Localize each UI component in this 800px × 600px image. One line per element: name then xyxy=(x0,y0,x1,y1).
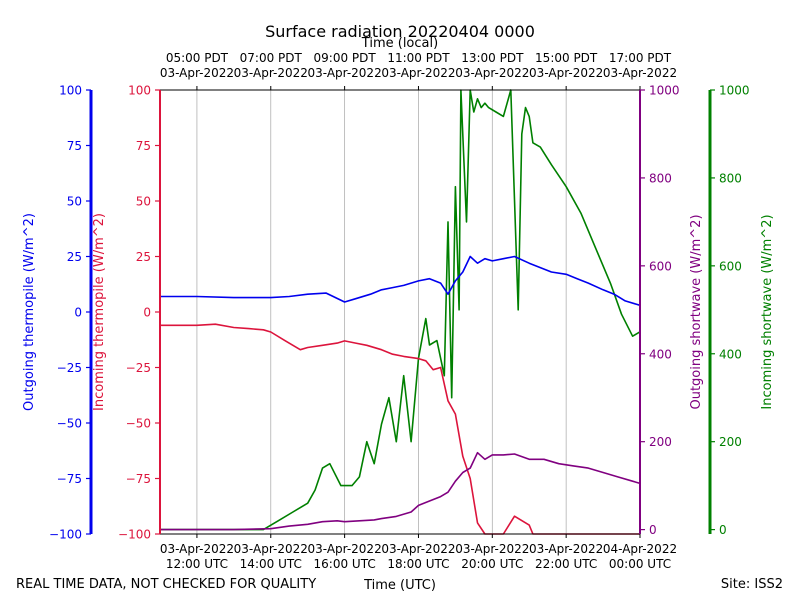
y-tick-label: 0 xyxy=(74,306,82,320)
y-tick-label: 800 xyxy=(719,171,742,185)
y-tick-label: 0 xyxy=(649,523,657,537)
y-axis-out_thermo: −100 −75 −50 −25 0 25 50 75 100 Outgoing thermopi… xyxy=(22,84,93,542)
y-tick-label: −100 xyxy=(49,528,82,542)
bottom-axis-label: Time (UTC) xyxy=(363,578,436,593)
y-tick-label: −25 xyxy=(57,361,82,375)
quality-disclaimer: REAL TIME DATA, NOT CHECKED FOR QUALITY xyxy=(16,577,316,592)
y-tick-label: 50 xyxy=(67,195,82,209)
y-tick-label: 25 xyxy=(67,250,82,264)
bottom-tick-label: 04-Apr-2022 xyxy=(603,542,677,556)
top-tick-label: 03-Apr-2022 xyxy=(234,66,308,80)
y-axis-out_sw: 0 200 400 600 800 1000 Outgoing shortwave (W/m… xyxy=(639,84,704,537)
y-tick-label: 400 xyxy=(719,347,742,361)
y-tick-label: 200 xyxy=(649,435,672,449)
bottom-tick-label: 03-Apr-2022 xyxy=(529,542,603,556)
y-axis-in_sw: 0 200 400 600 800 1000 Incoming shortwave (W/m… xyxy=(708,84,775,537)
top-tick-label: 03-Apr-2022 xyxy=(160,66,234,80)
y-tick-label: 600 xyxy=(719,259,742,273)
top-tick-label: 13:00 PDT xyxy=(461,51,524,65)
bottom-tick-label: 03-Apr-2022 xyxy=(234,542,308,556)
y-tick-label: −75 xyxy=(57,472,82,486)
bottom-tick-label: 12:00 UTC xyxy=(166,557,228,571)
bottom-tick-label: 03-Apr-2022 xyxy=(381,542,455,556)
bottom-tick-label: 18:00 UTC xyxy=(387,557,449,571)
y-axis-in_thermo: −100 −75 −50 −25 0 25 50 75 100 Incoming thermopi… xyxy=(92,84,161,542)
y-tick-label: 200 xyxy=(719,435,742,449)
y-tick-label: −50 xyxy=(126,417,151,431)
bottom-tick-label: 03-Apr-2022 xyxy=(308,542,382,556)
y-tick-label: −25 xyxy=(126,361,151,375)
chart-title: Surface radiation 20220404 0000 xyxy=(265,22,535,41)
y-tick-label: 1000 xyxy=(719,84,750,98)
y-tick-label: 50 xyxy=(136,195,151,209)
top-tick-label: 03-Apr-2022 xyxy=(603,66,677,80)
bottom-tick-label: 03-Apr-2022 xyxy=(455,542,529,556)
y-tick-label: 100 xyxy=(128,84,151,98)
top-tick-label: 09:00 PDT xyxy=(314,51,377,65)
y-tick-label: 75 xyxy=(67,139,82,153)
y-tick-label: 1000 xyxy=(649,84,680,98)
bottom-tick-label: 03-Apr-2022 xyxy=(160,542,234,556)
y-tick-label: −100 xyxy=(118,528,151,542)
top-tick-label: 03-Apr-2022 xyxy=(529,66,603,80)
y-axis-label: Outgoing shortwave (W/m^2) xyxy=(689,214,704,409)
y-tick-label: 800 xyxy=(649,171,672,185)
bottom-tick-label: 16:00 UTC xyxy=(314,557,376,571)
y-tick-label: 600 xyxy=(649,259,672,273)
gridlines xyxy=(196,90,641,534)
series-outgoing-shortwave xyxy=(160,451,641,531)
top-axis-label: Time (local) xyxy=(361,36,438,51)
y-tick-label: 100 xyxy=(59,84,82,98)
series-incoming-shortwave xyxy=(160,89,641,531)
top-tick-label: 03-Apr-2022 xyxy=(455,66,529,80)
y-tick-label: −75 xyxy=(126,472,151,486)
series-incoming-thermopile xyxy=(160,323,640,535)
y-axis-label: Outgoing thermopile (W/m^2) xyxy=(22,213,37,411)
bottom-tick-label: 14:00 UTC xyxy=(240,557,302,571)
bottom-tick-label: 20:00 UTC xyxy=(461,557,523,571)
top-tick-label: 07:00 PDT xyxy=(240,51,303,65)
y-tick-label: 25 xyxy=(136,250,151,264)
top-tick-label: 17:00 PDT xyxy=(609,51,672,65)
y-axis-label: Incoming thermopile (W/m^2) xyxy=(92,213,107,411)
top-tick-label: 03-Apr-2022 xyxy=(381,66,455,80)
y-tick-label: 0 xyxy=(143,306,151,320)
y-tick-label: 400 xyxy=(649,347,672,361)
top-tick-label: 11:00 PDT xyxy=(387,51,450,65)
site-label: Site: ISS2 xyxy=(721,577,783,592)
series-outgoing-thermopile xyxy=(160,255,641,307)
top-tick-label: 03-Apr-2022 xyxy=(308,66,382,80)
series-layer xyxy=(160,89,641,535)
top-tick-label: 15:00 PDT xyxy=(535,51,598,65)
y-tick-label: 75 xyxy=(136,139,151,153)
bottom-tick-label: 22:00 UTC xyxy=(535,557,597,571)
y-axis-label: Incoming shortwave (W/m^2) xyxy=(760,214,775,409)
y-tick-label: 0 xyxy=(719,523,727,537)
bottom-tick-label: 00:00 UTC xyxy=(609,557,671,571)
y-tick-label: −50 xyxy=(57,417,82,431)
top-tick-label: 05:00 PDT xyxy=(166,51,229,65)
